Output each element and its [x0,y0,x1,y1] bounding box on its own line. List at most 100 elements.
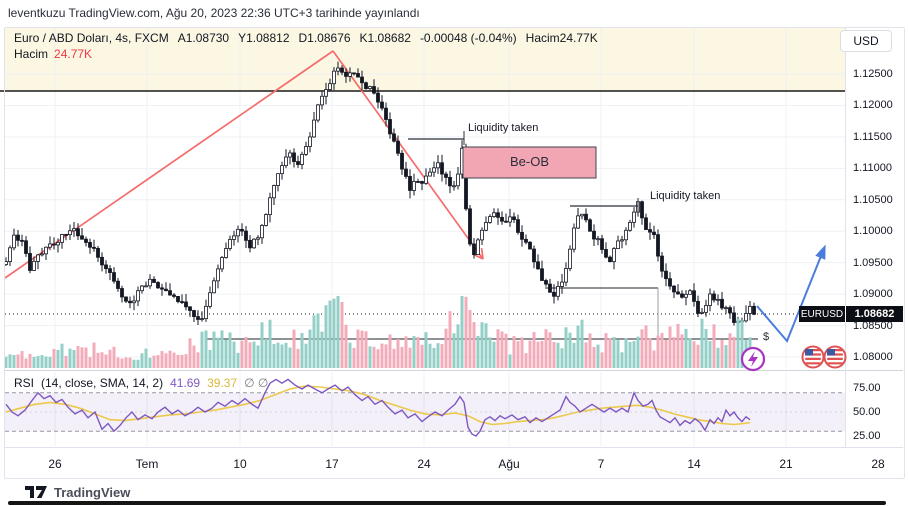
time-axis-label[interactable]: 26 [48,457,62,471]
candle-body [44,246,48,255]
video-progress-bar[interactable] [8,501,886,505]
time-axis-label[interactable]: Tem [135,457,159,471]
volume-bar [364,331,368,368]
candle-body [408,176,412,191]
rsi-axis-label[interactable]: 25.00 [853,430,881,442]
volume-bar [632,341,636,368]
be-ob-box[interactable] [462,146,597,179]
price-axis-label[interactable]: 1.09000 [853,288,893,301]
volume-bar [468,310,472,368]
currency-toggle-button[interactable]: USD [840,30,892,52]
candle-body [92,246,96,249]
price-axis-label[interactable]: 1.12500 [853,68,893,80]
volume-bar [516,341,520,368]
rsi-title: RSI [14,376,35,390]
volume-bar [304,343,308,368]
price-axis-label[interactable]: 1.10000 [853,225,893,238]
candle-body [36,254,40,262]
candle-body [320,95,324,106]
volume-bar [420,344,424,368]
price-axis-label[interactable]: 1.08000 [853,351,893,363]
volume-bar [272,344,276,368]
time-axis-label[interactable]: 28 [871,457,885,471]
candle-body [440,162,444,175]
volume-bar [424,332,428,368]
rsi-legend: RSI (14, close, SMA, 14, 2) 41.69 39.37 … [14,376,268,390]
candle-body [344,71,348,77]
price-axis-label[interactable]: 1.11000 [853,162,892,175]
rsi-axis-label[interactable]: 50.00 [853,406,881,418]
volume-bar [692,341,696,368]
volume-bar [372,346,376,368]
tradingview-footer-link[interactable]: TradingView [25,485,130,500]
volume-bar [624,338,628,368]
candle-body [556,286,560,297]
candle-body [80,235,84,240]
candle-body [236,228,240,237]
flash-marker-icon[interactable] [740,346,766,372]
price-axis-label[interactable]: 1.09500 [853,256,893,269]
time-axis-label[interactable]: 7 [597,457,605,471]
time-axis-label[interactable]: 24 [417,457,431,471]
flag-icon-right-canton [827,349,835,356]
volume-bar [500,331,504,368]
flag-icon-right[interactable] [823,345,847,369]
volume-bar [536,341,540,368]
price-badge-value: 1.08682 [846,306,903,322]
candle-body [144,285,148,288]
candle-body [304,146,308,155]
candle-body [484,222,488,231]
volume-bar [620,352,624,368]
flag-icon-left-stripe [805,357,821,360]
volume-bar [380,343,384,368]
candle-body [208,292,212,307]
time-axis-label[interactable]: Ağu [498,457,520,471]
candle-body [228,239,232,249]
candle-body [184,301,188,308]
candle-body [72,228,76,232]
candle-body [404,168,408,177]
volume-bar [580,319,584,368]
candle-body [564,268,568,283]
candle-body [544,280,548,285]
volume-bar [244,336,248,368]
volume-bar [340,302,344,368]
candle-body [20,239,24,242]
candle-body [220,257,224,270]
candle-body [392,133,396,142]
projection-arrow-line[interactable] [756,250,824,343]
flag-icon-right-stripe [827,357,843,360]
candle-body [412,181,416,191]
tradingview-logo-icon [25,485,47,498]
volume-bar [156,355,160,368]
rsi-axis-label[interactable]: 75.00 [853,382,881,394]
candle-body [256,237,260,240]
price-axis-label[interactable]: 1.12000 [853,99,893,112]
time-axis-label[interactable]: 14 [687,457,701,471]
volume-bar [556,342,560,368]
downtrend-arrow-line[interactable] [332,50,484,260]
volume-bar [540,340,544,368]
time-axis-label[interactable]: 10 [233,457,247,471]
time-axis-label[interactable]: 21 [779,457,793,471]
price-axis-label[interactable]: 1.11500 [853,130,892,143]
candle-body [132,300,136,304]
volume-bar [680,334,684,368]
candle-body [380,101,384,109]
volume-bar [120,358,124,368]
rsi-params: (14, close, SMA, 14, 2) [41,376,164,390]
time-axis-label[interactable]: 17 [325,457,339,471]
volume-bar [700,318,704,368]
uptrend-line[interactable] [4,50,334,279]
volume-bar [224,339,228,368]
price-axis-label[interactable]: 1.08500 [853,319,893,332]
be-ob-label: Be-OB [509,154,549,169]
volume-bar [732,336,736,368]
volume-bar [452,333,456,368]
candle-body [168,290,172,296]
volume-bar [312,315,316,368]
price-axis-label[interactable]: 1.10500 [853,193,893,206]
candle-body [240,228,244,232]
